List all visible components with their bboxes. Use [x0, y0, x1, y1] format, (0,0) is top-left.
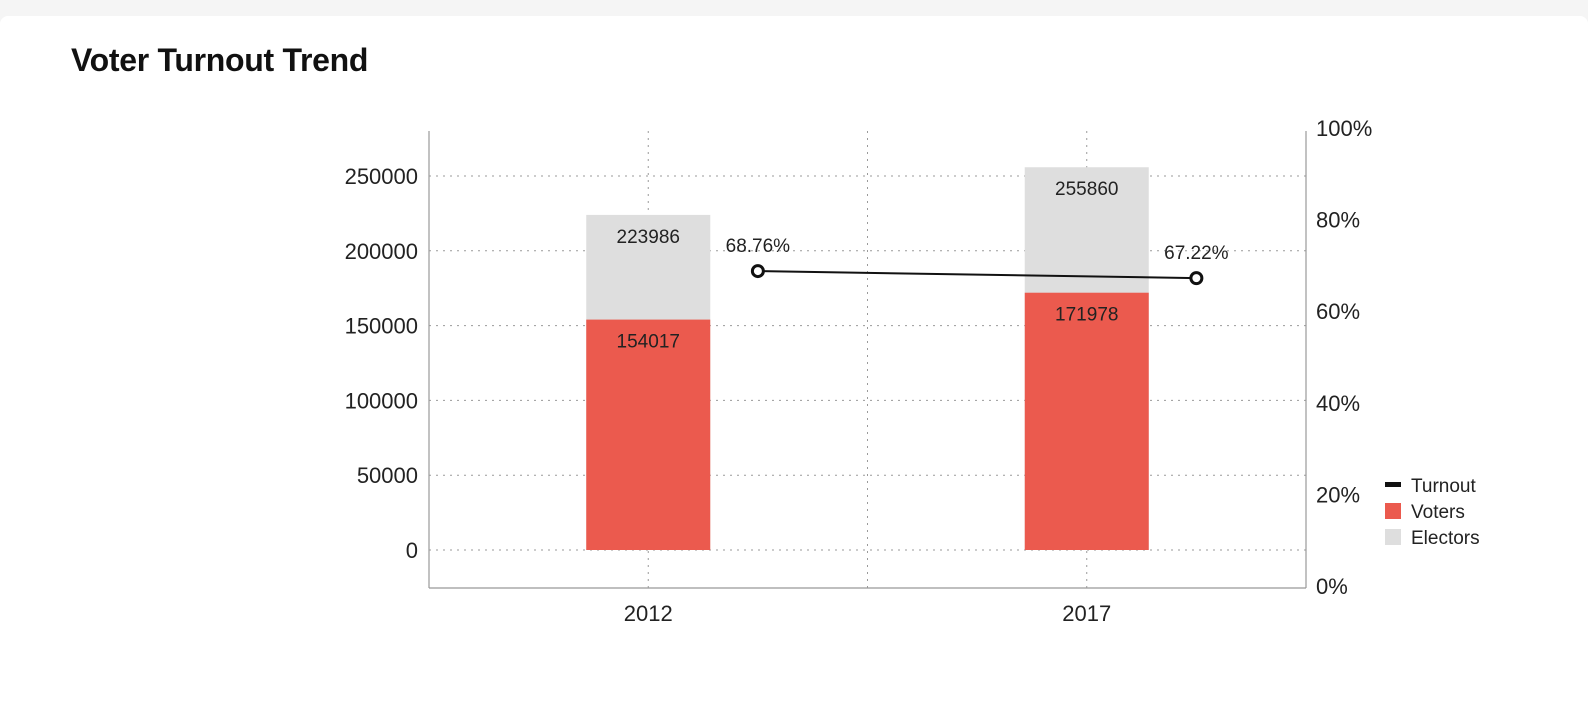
x-tick-label: 2017	[1062, 601, 1111, 626]
axes	[428, 131, 1307, 589]
y-left-tick-label: 150000	[345, 314, 418, 339]
y-right-tick-label: 80%	[1316, 208, 1360, 233]
chart-card: Voter Turnout Trend	[0, 16, 1588, 701]
legend: Turnout Voters Electors	[1385, 476, 1480, 549]
bar-label-electors: 255860	[1055, 179, 1118, 200]
turnout-series-line	[757, 270, 1197, 280]
legend-swatch-electors	[1385, 529, 1401, 545]
turnout-label: 67.22%	[1164, 243, 1229, 264]
turnout-line	[750, 264, 1204, 286]
data-labels: 223986 255860 154017 171978 68.76% 67.22%	[617, 179, 1229, 352]
y-right-tick-label: 0%	[1316, 574, 1348, 599]
y-left-tick-label: 100000	[345, 388, 418, 413]
tick-labels: 0 50000 100000 150000 200000 250000 0% 20% 40% 60…	[345, 116, 1373, 626]
legend-label-voters: Voters	[1411, 502, 1465, 523]
grid-lines	[429, 131, 1306, 588]
y-left-tick-label: 250000	[345, 164, 418, 189]
legend-swatch-voters	[1385, 503, 1401, 519]
turnout-label: 68.76%	[726, 236, 791, 257]
y-right-tick-label: 100%	[1316, 116, 1372, 141]
y-left-tick-label: 50000	[357, 463, 418, 488]
y-left-tick-label: 200000	[345, 239, 418, 264]
turnout-point	[750, 264, 765, 279]
bars	[586, 167, 1149, 551]
bar-label-voters: 171978	[1055, 305, 1118, 326]
y-right-tick-label: 20%	[1316, 482, 1360, 507]
bar-voters	[586, 319, 711, 550]
bar-label-voters: 154017	[617, 332, 680, 353]
bar-voters	[1024, 292, 1149, 550]
x-tick-label: 2012	[624, 601, 673, 626]
legend-swatch-turnout	[1385, 482, 1401, 487]
y-right-tick-label: 60%	[1316, 299, 1360, 324]
y-left-tick-label: 0	[406, 538, 418, 563]
bar-label-electors: 223986	[617, 227, 680, 248]
legend-label-electors: Electors	[1411, 528, 1480, 549]
page-title: Voter Turnout Trend	[71, 42, 369, 78]
turnout-point	[1189, 271, 1204, 286]
y-right-tick-label: 40%	[1316, 391, 1360, 416]
legend-label-turnout: Turnout	[1411, 476, 1476, 497]
